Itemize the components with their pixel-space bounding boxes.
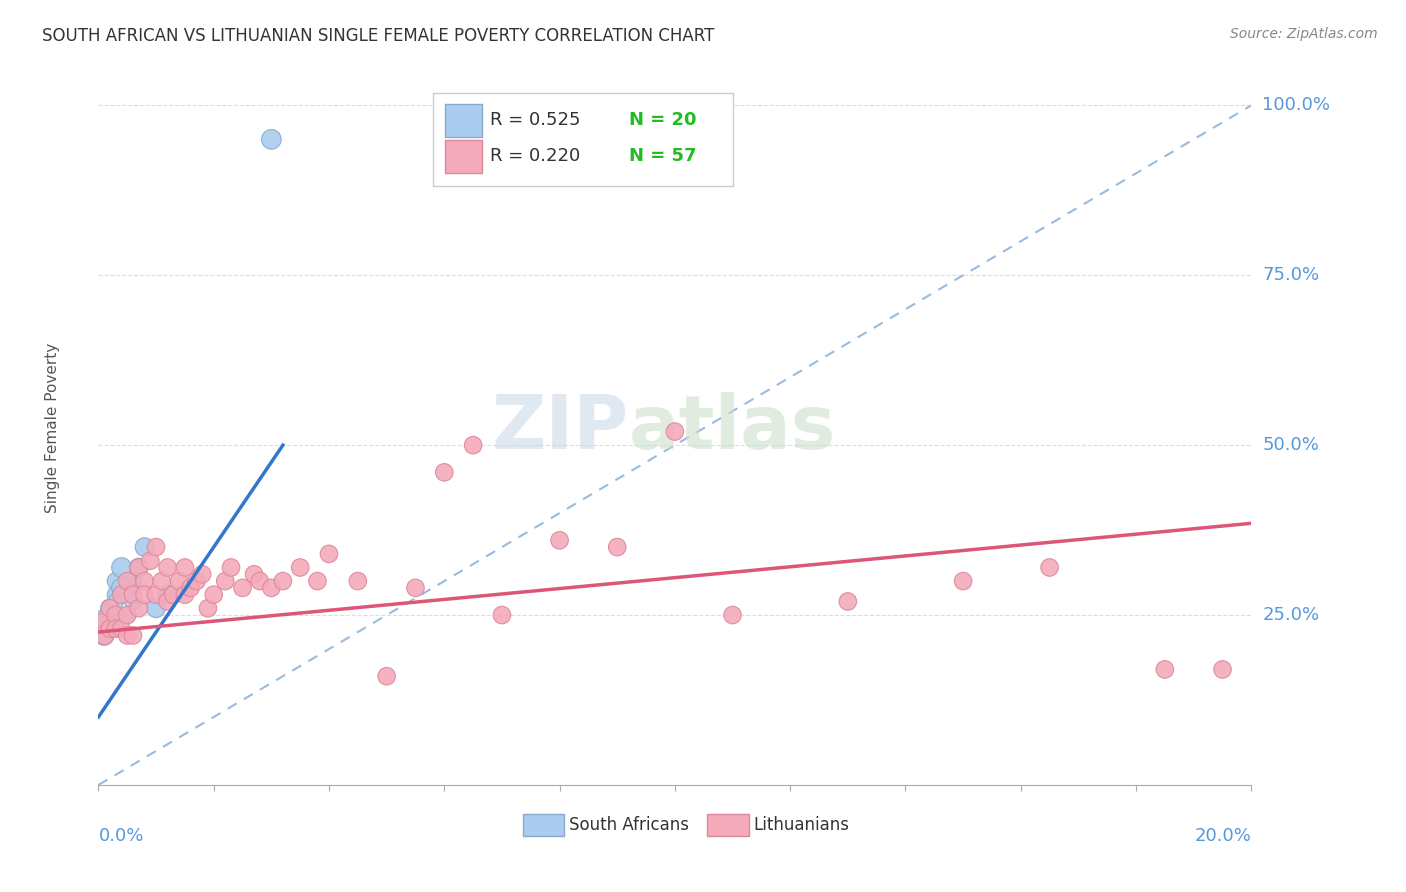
FancyBboxPatch shape [433, 93, 733, 186]
Point [156, 560, 179, 574]
Point [606, 540, 628, 554]
Point [93, 628, 115, 642]
Point [191, 567, 214, 582]
Text: 25.0%: 25.0% [1263, 606, 1320, 624]
Point [145, 540, 167, 554]
Point [134, 574, 156, 588]
Point [156, 588, 179, 602]
Point [318, 547, 340, 561]
Point [110, 622, 132, 636]
Point [156, 594, 179, 608]
Point [104, 608, 127, 623]
Text: R = 0.525: R = 0.525 [491, 111, 581, 128]
Point [110, 581, 132, 595]
Point [117, 588, 139, 602]
Text: 100.0%: 100.0% [1263, 96, 1330, 114]
Point [93, 615, 115, 629]
Point [491, 608, 513, 623]
Point [1154, 662, 1177, 676]
Text: 20.0%: 20.0% [1195, 827, 1251, 845]
Point [461, 438, 484, 452]
Point [117, 608, 139, 623]
Point [433, 466, 456, 480]
Text: ZIP: ZIP [492, 392, 628, 465]
Point [145, 588, 167, 602]
Point [174, 588, 197, 602]
Point [405, 581, 427, 595]
Point [128, 560, 150, 574]
Point [271, 574, 294, 588]
Text: R = 0.220: R = 0.220 [491, 146, 581, 164]
Point [260, 132, 283, 146]
Point [98, 622, 121, 636]
Point [93, 615, 115, 629]
Text: 75.0%: 75.0% [1263, 266, 1320, 285]
Point [122, 574, 145, 588]
Point [134, 540, 156, 554]
Point [104, 574, 127, 588]
Text: Lithuanians: Lithuanians [754, 816, 849, 834]
Point [117, 574, 139, 588]
Point [139, 554, 162, 568]
Point [104, 608, 127, 623]
FancyBboxPatch shape [446, 104, 482, 137]
Point [180, 581, 202, 595]
Point [249, 574, 271, 588]
Point [110, 560, 132, 574]
Point [837, 594, 859, 608]
Point [375, 669, 398, 683]
Point [548, 533, 571, 548]
Point [104, 594, 127, 608]
Text: 0.0%: 0.0% [98, 827, 143, 845]
FancyBboxPatch shape [446, 140, 482, 173]
Point [128, 560, 150, 574]
FancyBboxPatch shape [523, 814, 564, 837]
Point [122, 628, 145, 642]
Point [104, 588, 127, 602]
Text: South Africans: South Africans [569, 816, 689, 834]
Point [260, 581, 283, 595]
Point [122, 588, 145, 602]
Point [117, 628, 139, 642]
Text: 50.0%: 50.0% [1263, 436, 1319, 454]
Point [1212, 662, 1234, 676]
Point [134, 588, 156, 602]
Point [122, 594, 145, 608]
Point [952, 574, 974, 588]
Point [93, 628, 115, 642]
Point [197, 601, 219, 615]
Text: N = 20: N = 20 [628, 111, 696, 128]
Point [98, 615, 121, 629]
Point [307, 574, 329, 588]
Point [98, 601, 121, 615]
Point [167, 574, 190, 588]
Point [104, 622, 127, 636]
Point [117, 608, 139, 623]
Point [243, 567, 266, 582]
Text: SOUTH AFRICAN VS LITHUANIAN SINGLE FEMALE POVERTY CORRELATION CHART: SOUTH AFRICAN VS LITHUANIAN SINGLE FEMAL… [42, 27, 714, 45]
Point [290, 560, 312, 574]
Point [1039, 560, 1062, 574]
Text: Single Female Poverty: Single Female Poverty [45, 343, 60, 513]
Text: atlas: atlas [628, 392, 837, 465]
Point [721, 608, 744, 623]
Point [231, 581, 254, 595]
Point [110, 588, 132, 602]
Point [145, 601, 167, 615]
Text: Source: ZipAtlas.com: Source: ZipAtlas.com [1230, 27, 1378, 41]
Point [664, 425, 686, 439]
Point [186, 574, 208, 588]
Point [98, 622, 121, 636]
Point [202, 588, 225, 602]
Point [174, 560, 197, 574]
Point [346, 574, 368, 588]
Text: N = 57: N = 57 [628, 146, 696, 164]
Point [219, 560, 242, 574]
FancyBboxPatch shape [707, 814, 748, 837]
Point [214, 574, 236, 588]
Point [98, 601, 121, 615]
Point [128, 601, 150, 615]
Point [162, 588, 184, 602]
Point [150, 574, 173, 588]
